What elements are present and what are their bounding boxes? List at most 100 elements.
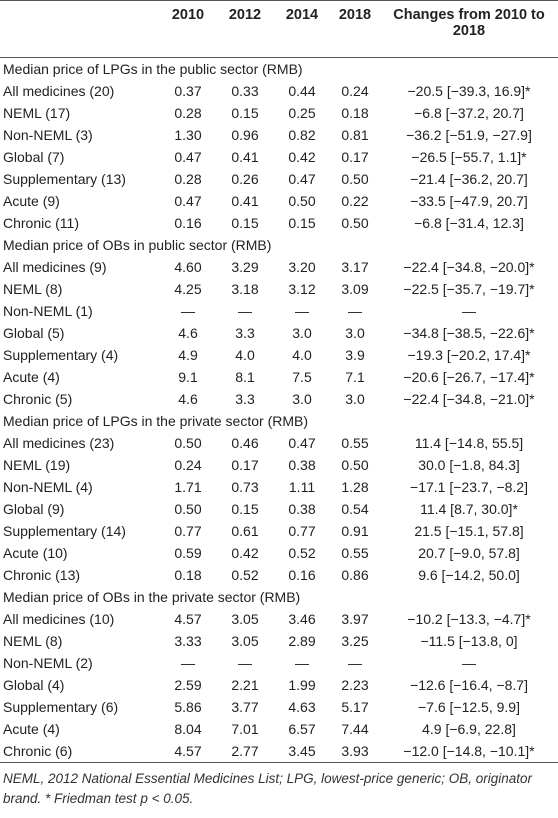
cell: 20.7 [−9.0, 57.8] [418, 545, 520, 561]
cell: 2.21 [231, 677, 259, 693]
cell: — [181, 655, 195, 671]
data-row: Global (9) 0.50 0.15 0.38 0.54 11.4 [8.7, 30.… [0, 498, 558, 520]
cell: 5.86 [174, 699, 202, 715]
cell: 3.93 [330, 740, 380, 763]
cell: 0.22 [341, 193, 369, 209]
row-label: Supplementary (6) [3, 699, 119, 715]
cell: 3.3 [235, 391, 255, 407]
data-row: Global (5) 4.6 3.3 3.0 3.0 −34.8 [−38.5, −22.… [0, 322, 558, 344]
cell: 2.89 [288, 633, 316, 649]
cell: 0.15 [231, 215, 259, 231]
cell: 0.77 [288, 523, 316, 539]
data-row: All medicines (10) 4.57 3.05 3.46 3.97 −10.2 … [0, 608, 558, 630]
cell: 1.71 [174, 479, 202, 495]
data-row: Non-NEML (1) — — — — — [0, 300, 558, 322]
cell: −26.5 [−55.7, 1.1]* [411, 149, 527, 165]
cell: 0.42 [288, 149, 316, 165]
cell: −36.2 [−51.9, −27.9] [406, 127, 532, 143]
cell: 0.96 [231, 127, 259, 143]
cell: 0.52 [288, 545, 316, 561]
cell: 0.37 [174, 83, 202, 99]
cell: 3.0 [345, 325, 365, 341]
cell: 0.38 [288, 501, 316, 517]
cell: — [462, 655, 476, 671]
cell: 0.42 [231, 545, 259, 561]
section-title: Median price of OBs in public sector (RM… [3, 237, 272, 253]
row-label: Non-NEML (3) [3, 127, 93, 143]
row-label: Acute (4) [3, 721, 60, 737]
cell: 4.9 [178, 347, 198, 363]
cell: 3.09 [341, 281, 369, 297]
cell: 8.1 [235, 369, 255, 385]
cell: 4.0 [235, 347, 255, 363]
cell: 0.25 [288, 105, 316, 121]
header-cell: 2010 [160, 0, 216, 58]
cell: 7.01 [231, 721, 259, 737]
data-row: Chronic (5) 4.6 3.3 3.0 3.0 −22.4 [−34.8, −21… [0, 388, 558, 410]
cell: 0.24 [341, 83, 369, 99]
cell: — [295, 655, 309, 671]
cell: 0.28 [174, 171, 202, 187]
cell: 3.20 [288, 259, 316, 275]
cell: 3.12 [288, 281, 316, 297]
cell: 7.44 [341, 721, 369, 737]
data-row: Non-NEML (2) — — — — — [0, 652, 558, 674]
cell: 4.6 [178, 325, 198, 341]
cell: 0.15 [231, 501, 259, 517]
cell: −20.6 [−26.7, −17.4]* [403, 369, 535, 385]
row-label: Acute (4) [3, 369, 60, 385]
cell: 0.41 [231, 193, 259, 209]
cell: 30.0 [−1.8, 84.3] [418, 457, 520, 473]
cell: 3.97 [341, 611, 369, 627]
cell: −20.5 [−39.3, 16.9]* [407, 83, 531, 99]
section-row: Median price of OBs in public sector (RM… [0, 234, 558, 256]
cell: 4.63 [288, 699, 316, 715]
data-row: NEML (8) 4.25 3.18 3.12 3.09 −22.5 [−35.7, −1… [0, 278, 558, 300]
header-cell: 2018 [330, 0, 380, 58]
data-row: Chronic (6) 4.57 2.77 3.45 3.93 −12.0 [−14.8,… [0, 740, 558, 763]
header-cell [0, 0, 160, 58]
cell: 4.60 [174, 259, 202, 275]
cell: −34.8 [−38.5, −22.6]* [403, 325, 535, 341]
cell: 0.82 [288, 127, 316, 143]
data-row: All medicines (9) 4.60 3.29 3.20 3.17 −22.4 [… [0, 256, 558, 278]
section-row: Median price of OBs in the private secto… [0, 586, 558, 608]
cell: 0.50 [288, 193, 316, 209]
cell: — [348, 655, 362, 671]
data-row: Non-NEML (4) 1.71 0.73 1.11 1.28 −17.1 [−23.7… [0, 476, 558, 498]
cell: 0.73 [231, 479, 259, 495]
cell: 7.5 [292, 369, 312, 385]
data-row: Chronic (11) 0.16 0.15 0.15 0.50 −6.8 [−31.4,… [0, 212, 558, 234]
cell: 0.86 [341, 567, 369, 583]
cell: −22.5 [−35.7, −19.7]* [403, 281, 535, 297]
cell: 3.0 [292, 325, 312, 341]
row-label: Supplementary (14) [3, 523, 126, 539]
cell: 3.77 [231, 699, 259, 715]
cell: 11.4 [−14.8, 55.5] [414, 435, 524, 451]
row-label: Non-NEML (2) [3, 655, 93, 671]
cell: 2.59 [174, 677, 202, 693]
cell: 9.6 [−14.2, 50.0] [418, 567, 520, 583]
cell: 3.3 [235, 325, 255, 341]
cell: 21.5 [−15.1, 57.8] [414, 523, 524, 539]
cell: — [238, 655, 252, 671]
cell: 0.77 [174, 523, 202, 539]
section-row: Median price of LPGs in the public secto… [0, 58, 558, 81]
row-label: Supplementary (4) [3, 347, 119, 363]
data-row: All medicines (20) 0.37 0.33 0.44 0.24 −20.5 … [0, 80, 558, 102]
cell: 6.57 [288, 721, 316, 737]
data-row: NEML (19) 0.24 0.17 0.38 0.50 30.0 [−1.8, 84.… [0, 454, 558, 476]
cell: 9.1 [178, 369, 198, 385]
data-row: Supplementary (4) 4.9 4.0 4.0 3.9 −19.3 [−20.… [0, 344, 558, 366]
row-label: Acute (10) [3, 545, 68, 561]
cell: 3.33 [174, 633, 202, 649]
cell: 0.38 [288, 457, 316, 473]
data-row: Supplementary (6) 5.86 3.77 4.63 5.17 −7.6 [−… [0, 696, 558, 718]
cell: 4.57 [160, 740, 216, 763]
cell: −10.2 [−13.3, −4.7]* [407, 611, 531, 627]
cell: 3.05 [231, 611, 259, 627]
cell: −11.5 [−13.8, 0] [420, 633, 518, 649]
cell: 0.52 [231, 567, 259, 583]
cell: 0.15 [231, 105, 259, 121]
